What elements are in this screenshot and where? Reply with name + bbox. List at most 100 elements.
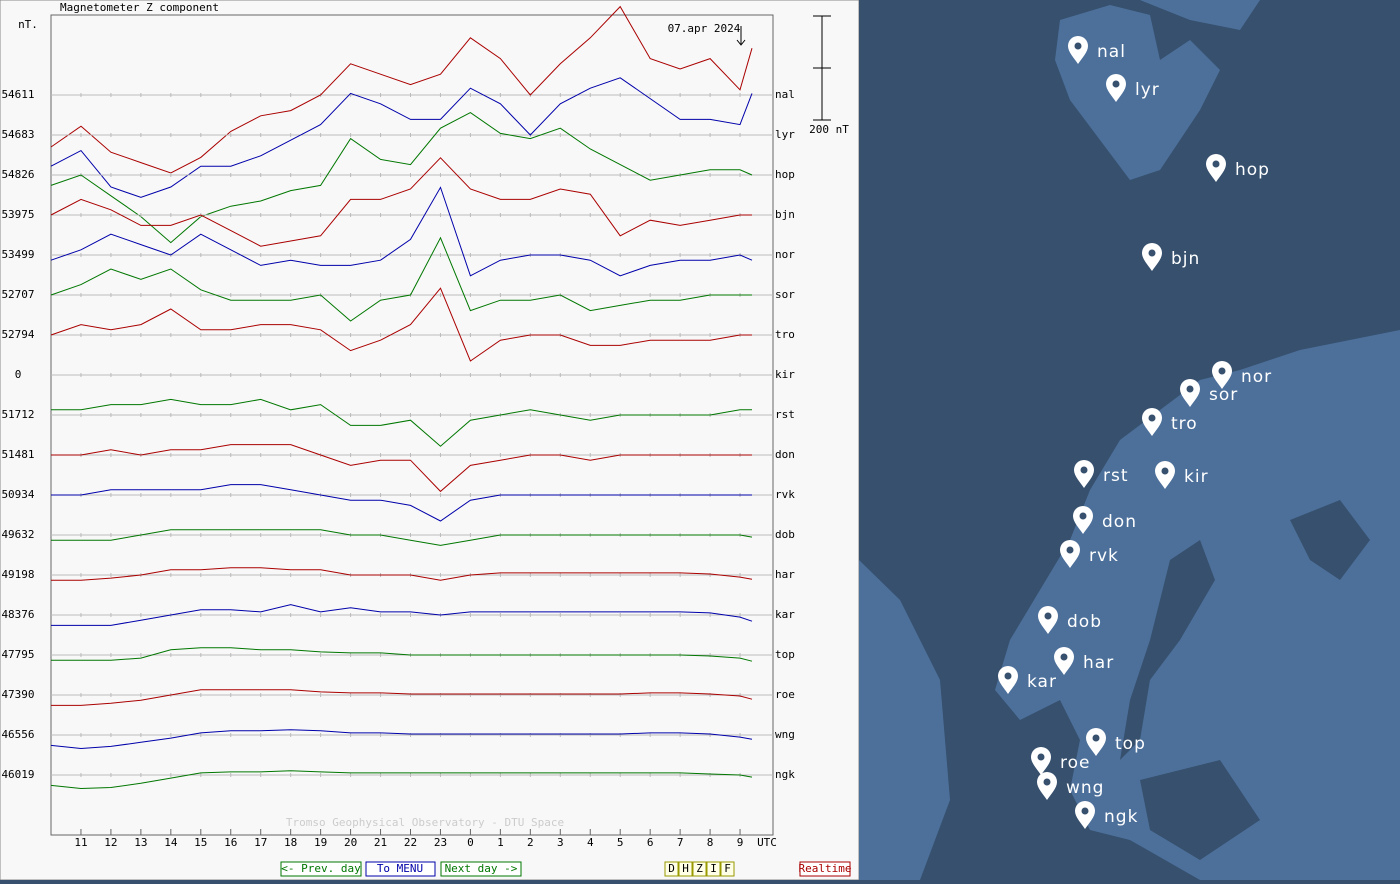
trace	[50, 186, 753, 277]
baseline-label: 0	[15, 368, 22, 381]
component-text[interactable]: D	[668, 862, 675, 875]
baseline-label: 54611	[1, 88, 34, 101]
baseline-label: 54683	[1, 128, 34, 141]
baseline-label: 52707	[1, 288, 34, 301]
component-text[interactable]: H	[682, 862, 689, 875]
map-pin[interactable]	[1068, 36, 1088, 64]
realtime-text[interactable]: Realtime	[799, 862, 852, 875]
trace	[51, 567, 753, 581]
baseline-label: 52794	[1, 328, 34, 341]
map-pin[interactable]	[1073, 506, 1093, 534]
trace	[51, 604, 753, 626]
map-pin[interactable]	[1142, 408, 1162, 436]
component-text[interactable]: I	[710, 862, 717, 875]
map-station-label: dob	[1067, 612, 1102, 632]
baseline-label: 48376	[1, 608, 34, 621]
map-station-label: nal	[1097, 42, 1126, 62]
map-pin[interactable]	[1155, 461, 1175, 489]
next-text[interactable]: Next day ->	[445, 862, 518, 875]
map-pin[interactable]	[1106, 74, 1126, 102]
menu-button[interactable]	[365, 861, 436, 877]
map-pin[interactable]	[1180, 379, 1200, 407]
map-pin-dot	[1161, 467, 1169, 475]
map-pin-dot	[1148, 249, 1156, 257]
x-tick-label: 17	[254, 836, 267, 849]
map-station-label: sor	[1209, 385, 1238, 405]
map-pin[interactable]	[1038, 606, 1058, 634]
map-pin[interactable]	[1031, 747, 1051, 775]
component-text[interactable]: F	[724, 862, 731, 875]
baltic	[1140, 760, 1260, 860]
station-label: don	[775, 448, 795, 461]
prev-text[interactable]: <- Prev. day	[281, 862, 361, 875]
baseline-label: 51481	[1, 448, 34, 461]
map-pin[interactable]	[1086, 728, 1106, 756]
trace	[50, 157, 752, 247]
station-label: roe	[775, 688, 795, 701]
map-station-label: kar	[1027, 672, 1057, 692]
map-station-label: ngk	[1104, 807, 1138, 827]
x-tick-label: 11	[74, 836, 87, 849]
x-tick-label: 7	[677, 836, 684, 849]
component-button[interactable]	[664, 861, 679, 877]
x-tick-label: 13	[134, 836, 147, 849]
map-pin[interactable]	[1212, 361, 1232, 389]
map-pin-dot	[1079, 512, 1087, 520]
map-pin-dot	[1186, 385, 1194, 393]
baseline-label: 49198	[1, 568, 34, 581]
station-label: nal	[775, 88, 795, 101]
station-label: har	[775, 568, 795, 581]
station-label: sor	[775, 288, 795, 301]
baseline-label: 46019	[1, 768, 34, 781]
next-button[interactable]	[440, 861, 522, 877]
map-pin-dot	[1037, 753, 1045, 761]
map-pin[interactable]	[1075, 801, 1095, 829]
british-isles	[859, 560, 950, 880]
x-tick-label: 8	[707, 836, 714, 849]
baseline-label: 54826	[1, 168, 34, 181]
map-pin[interactable]	[1142, 243, 1162, 271]
navigation: <- Prev. day To MENU Next day -> Realtim…	[280, 861, 852, 877]
map-pin-dot	[1004, 672, 1012, 680]
map-station-label: roe	[1060, 753, 1090, 773]
component-text[interactable]: Z	[696, 862, 703, 875]
station-label: rst	[775, 408, 795, 421]
baseline-label: 47390	[1, 688, 34, 701]
map-pin-dot	[1081, 807, 1089, 815]
station-label: nor	[775, 248, 795, 261]
component-button[interactable]	[706, 861, 721, 877]
prev-button[interactable]	[280, 861, 362, 877]
gulf-of-bothnia	[1120, 540, 1215, 760]
map-pin[interactable]	[1054, 647, 1074, 675]
component-button[interactable]	[720, 861, 735, 877]
x-tick-label: 18	[284, 836, 297, 849]
component-button[interactable]	[678, 861, 693, 877]
map-pin[interactable]	[998, 666, 1018, 694]
station-label: wng	[775, 728, 795, 741]
baseline-label: 47795	[1, 648, 34, 661]
station-label: tro	[775, 328, 795, 341]
map-pin[interactable]	[1060, 540, 1080, 568]
map-pin[interactable]	[1206, 154, 1226, 182]
trace	[51, 484, 752, 522]
map-pin[interactable]	[1037, 772, 1057, 800]
station-label: ngk	[775, 768, 795, 781]
x-tick-label: 3	[557, 836, 564, 849]
trace	[50, 236, 752, 322]
realtime-button[interactable]	[799, 861, 851, 877]
map-pin[interactable]	[1074, 460, 1094, 488]
baseline-label: 51712	[1, 408, 34, 421]
x-tick-label: 5	[617, 836, 624, 849]
station-label: rvk	[775, 488, 795, 501]
menu-text[interactable]: To MENU	[377, 862, 423, 875]
trace	[50, 112, 753, 244]
map-pin-dot	[1066, 546, 1074, 554]
white-sea	[1290, 500, 1370, 580]
trace	[50, 729, 753, 750]
x-tick-label: 21	[374, 836, 387, 849]
map-pin-dot	[1218, 367, 1226, 375]
x-tick-label: 22	[404, 836, 417, 849]
component-button[interactable]	[692, 861, 707, 877]
scale-bar-label: 200 nT	[809, 123, 849, 136]
map-station-label: don	[1102, 512, 1137, 532]
